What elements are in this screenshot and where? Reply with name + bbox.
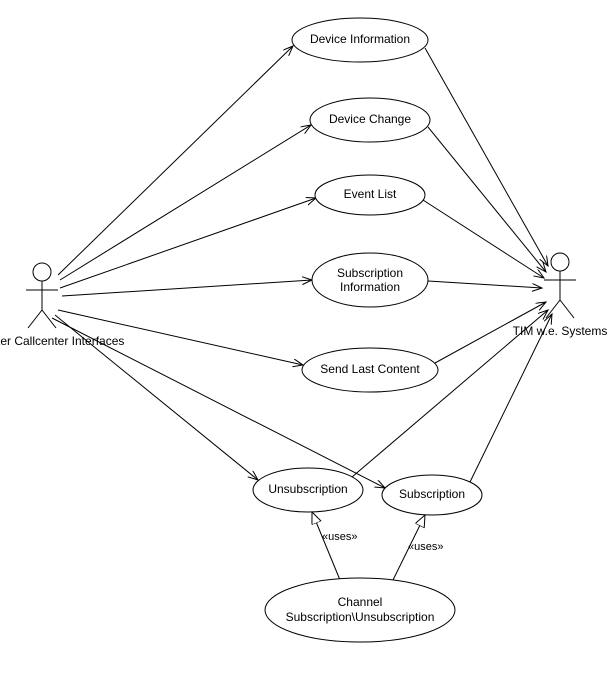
- assoc-left-devicechange: [60, 125, 311, 280]
- assoc-sub-right: [470, 314, 552, 482]
- assoc-deviceinfo-right: [425, 48, 548, 266]
- uses-channel-unsub: [312, 512, 340, 580]
- usecase-diagram: Device Information Device Change Event L…: [0, 0, 612, 680]
- usecase-subinfo-label2: Information: [340, 280, 400, 294]
- uses-label-2: «uses»: [408, 541, 443, 553]
- usecase-subinfo-label1: Subscription: [337, 266, 403, 280]
- assoc-devicechange-right: [428, 127, 546, 272]
- usecase-sendlast-label: Send Last Content: [320, 362, 420, 376]
- usecase-unsubscription-label: Unsubscription: [268, 482, 347, 496]
- usecase-device-change-label: Device Change: [329, 112, 411, 126]
- usecase-channel-label1: Channel: [338, 595, 383, 609]
- usecase-channel-label2: Subscription\Unsubscription: [286, 610, 435, 624]
- assoc-left-subinfo: [62, 280, 312, 296]
- uses-label-1: «uses»: [322, 531, 357, 543]
- assoc-eventlist-right: [423, 200, 544, 278]
- actor-right-label: TIM w.e. Systems: [513, 324, 608, 338]
- usecase-subscription-label: Subscription: [399, 487, 465, 501]
- assoc-left-eventlist: [60, 198, 316, 288]
- assoc-left-deviceinfo: [58, 46, 293, 275]
- usecase-event-list-label: Event List: [344, 187, 397, 201]
- actor-right: [544, 253, 576, 318]
- usecase-device-information-label: Device Information: [310, 32, 410, 46]
- assoc-subinfo-right: [428, 281, 542, 288]
- actor-left-label: Broker Callcenter Interfaces: [0, 334, 124, 348]
